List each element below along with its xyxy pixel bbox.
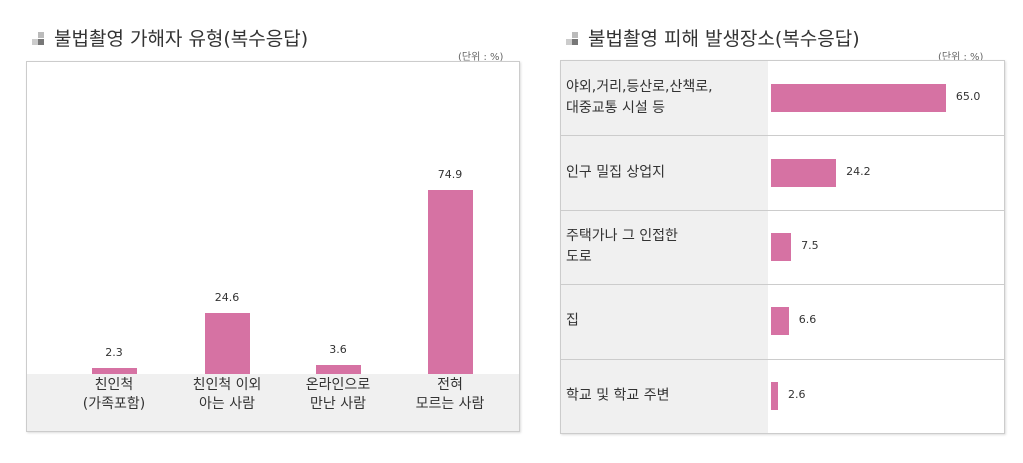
value-label: 2.6 [787,387,806,401]
category-label: 집 [566,312,579,329]
left-unit-label: (단위 : %) [458,52,504,63]
bar-1 [771,158,837,187]
title-text: 불법촬영 가해자 유형(복수응답) [54,28,309,50]
value-label: 24.6 [214,291,240,305]
row-divider [561,284,1004,286]
row-divider [561,358,1004,360]
bar-0 [771,84,946,113]
category-label: 전혀 모르는 사람 [415,377,485,412]
title-bullet-icon [566,32,582,46]
value-label: 65.0 [955,90,981,104]
value-label: 3.6 [329,343,347,357]
bar-2 [771,233,792,261]
bar-3 [427,189,473,374]
bar-3 [771,307,789,336]
left-chart-area: 2.3 친인척 (가족포함) 24.6 친인척 이외 아는 사람 3.6 온라인으로 만난… [26,61,520,432]
title-bullet-icon [32,32,48,46]
left-chart-title: 불법촬영 가해자 유형(복수응답) [32,24,308,51]
right-chart-area: 야외,거리,등산로,산책로, 대중교통 시설 등 65.0 인구 밀집 상업지 24.… [560,60,1005,434]
bar-1 [204,313,250,374]
category-label: 친인척 이외 아는 사람 [192,377,262,412]
title-text: 불법촬영 피해 발생장소(복수응답) [588,28,860,50]
category-label: 친인척 (가족포함) [82,377,146,412]
value-label: 7.5 [801,239,819,252]
bar-0 [91,368,137,374]
category-label: 주택가나 그 인접한 도로 [566,228,678,265]
category-label: 야외,거리,등산로,산책로, 대중교통 시설 등 [566,79,713,117]
value-label: 6.6 [798,313,817,327]
category-column [561,61,768,433]
row-divider [561,135,1004,137]
right-chart-title: 불법촬영 피해 발생장소(복수응답) [566,24,860,51]
right-unit-label: (단위 : %) [938,52,984,63]
category-label: 온라인으로 만난 사람 [305,377,371,412]
bar-4 [771,381,778,410]
value-label: 24.2 [846,164,871,178]
value-label: 74.9 [437,167,463,181]
value-label: 2.3 [105,346,123,360]
category-label: 인구 밀집 상업지 [566,164,666,181]
category-band [27,374,519,431]
category-label: 학교 및 학교 주변 [566,387,670,404]
row-divider [561,209,1004,211]
bar-2 [315,365,361,374]
